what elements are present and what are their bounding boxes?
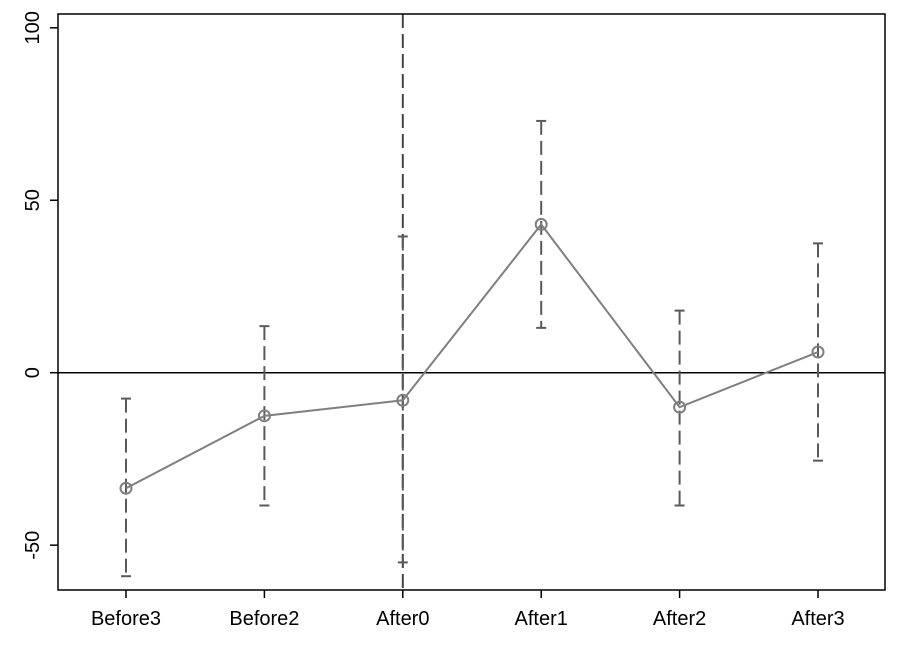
- x-tick-label: After0: [376, 608, 429, 630]
- y-tick-label: 100: [22, 11, 44, 44]
- plot-inner: [58, 14, 885, 590]
- x-tick-label: Before2: [229, 608, 299, 630]
- x-tick-label: Before3: [91, 608, 161, 630]
- x-tick-label: After3: [791, 608, 844, 630]
- data-point: [811, 345, 825, 359]
- x-tick-label: After1: [515, 608, 568, 630]
- data-point: [673, 400, 687, 414]
- y-tick-label: -50: [22, 531, 44, 560]
- data-point: [257, 409, 271, 423]
- data-point: [119, 481, 133, 495]
- data-point: [396, 393, 410, 407]
- y-tick-label: 0: [22, 367, 44, 378]
- data-point: [534, 217, 548, 231]
- y-tick-label: 50: [22, 189, 44, 211]
- plot-area: -50 0 50 100 Before3 Before2 After0 After1 After…: [22, 11, 886, 630]
- x-tick-label: After2: [653, 608, 706, 630]
- plot-frame: [57, 13, 886, 591]
- series-line: [125, 222, 819, 490]
